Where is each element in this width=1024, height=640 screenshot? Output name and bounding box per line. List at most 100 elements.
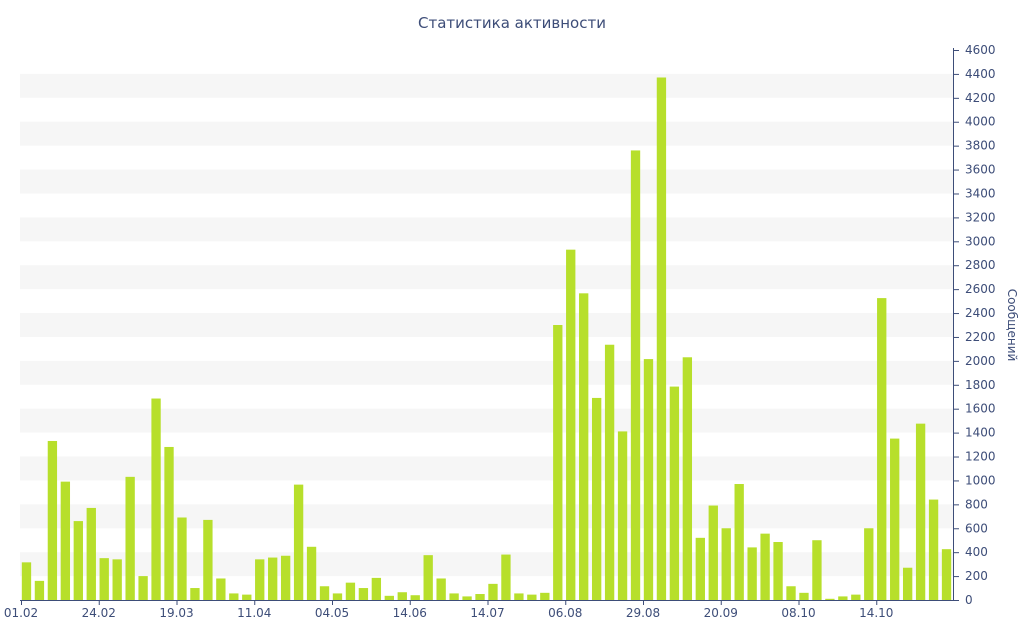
bar [306, 546, 317, 600]
grid-band [20, 313, 953, 337]
bar [423, 555, 433, 600]
y-axis-ticks: 0 200 400 600 800 1000 1200 1400 1600 1800 2000 220… [953, 43, 996, 607]
y-tick-label: 2000 [965, 354, 996, 368]
y-tick-label: 2200 [965, 330, 996, 344]
axes [20, 48, 954, 601]
y-tick-label: 1800 [965, 378, 996, 392]
y-tick-label: 4000 [965, 115, 996, 129]
x-tick-label: 14.10 [859, 606, 893, 620]
bar [332, 593, 343, 600]
bars [21, 77, 952, 601]
bar [812, 540, 822, 600]
x-tick-label: 19.03 [159, 606, 193, 620]
bar [436, 578, 446, 600]
y-tick-label: 3400 [965, 186, 996, 200]
y-tick-label: 4400 [965, 67, 996, 81]
x-tick-label: 29.08 [626, 606, 660, 620]
bar [643, 359, 654, 600]
y-tick-label: 4600 [965, 43, 996, 57]
bar [384, 595, 394, 600]
bar [293, 484, 304, 600]
bar [734, 484, 744, 600]
x-tick-label: 14.07 [470, 606, 504, 620]
bar [682, 357, 693, 600]
bar [125, 476, 135, 600]
bar [669, 386, 680, 600]
y-tick-label: 4200 [965, 91, 996, 105]
bar [21, 562, 32, 600]
bar [371, 577, 382, 600]
y-tick-label: 2800 [965, 258, 996, 272]
bar [268, 557, 278, 600]
bar [630, 150, 641, 600]
bar [838, 596, 848, 600]
bar [591, 397, 602, 600]
grid-band [20, 456, 953, 481]
bar [138, 576, 148, 600]
bar [449, 593, 459, 600]
bar [112, 559, 122, 600]
bar [890, 438, 900, 600]
bar [203, 519, 213, 600]
y-tick-label: 1600 [965, 402, 996, 416]
y-tick-label: 0 [965, 593, 973, 607]
bar [604, 344, 615, 600]
y-tick-label: 400 [965, 545, 988, 559]
bar [695, 537, 705, 600]
bar [902, 567, 913, 600]
bar [358, 588, 369, 600]
y-tick-label: 2600 [965, 282, 996, 296]
x-tick-label: 06.08 [548, 606, 582, 620]
grid-band [20, 552, 953, 577]
bar [864, 528, 874, 600]
bar [190, 588, 200, 600]
bar [164, 446, 174, 600]
bar [656, 77, 667, 600]
bar [73, 521, 83, 600]
bar [915, 423, 926, 600]
grid-band [20, 121, 953, 146]
x-tick-label: 14.06 [393, 606, 427, 620]
grid-band [20, 169, 953, 194]
bar [229, 593, 239, 600]
bar [617, 431, 628, 600]
bar [708, 505, 718, 600]
bar [151, 398, 161, 600]
bar [941, 549, 952, 600]
bar [527, 594, 537, 600]
bar [566, 249, 576, 601]
bar [851, 594, 861, 600]
bar [462, 596, 472, 600]
bar [825, 598, 835, 600]
y-tick-label: 3200 [965, 210, 996, 224]
grid-band [20, 265, 953, 290]
x-axis-ticks: 01.02 24.02 19.03 11.04 04.05 14.06 14.07 06.08… [4, 600, 893, 620]
y-tick-label: 600 [965, 521, 988, 535]
y-tick-label: 800 [965, 497, 988, 511]
chart-title: Статистика активности [418, 14, 606, 32]
y-tick-label: 3600 [965, 163, 996, 177]
bar [721, 528, 731, 600]
bar [86, 507, 96, 600]
y-axis-title: Сообщений [1005, 289, 1019, 362]
bar [799, 592, 809, 600]
y-tick-label: 3000 [965, 234, 996, 248]
bar [877, 298, 887, 600]
bar [345, 582, 356, 600]
bar [60, 481, 71, 600]
bar [488, 583, 498, 600]
x-tick-label: 11.04 [237, 606, 271, 620]
y-tick-label: 2400 [965, 306, 996, 320]
bar [410, 595, 420, 600]
bar [747, 547, 757, 600]
bar [760, 533, 770, 600]
y-tick-label: 3800 [965, 139, 996, 153]
y-tick-label: 1400 [965, 426, 996, 440]
bar [928, 499, 939, 600]
bar [280, 555, 291, 600]
grid-band [20, 73, 953, 98]
x-tick-label: 20.09 [704, 606, 738, 620]
x-tick-label: 08.10 [781, 606, 815, 620]
y-tick-label: 1000 [965, 473, 996, 487]
